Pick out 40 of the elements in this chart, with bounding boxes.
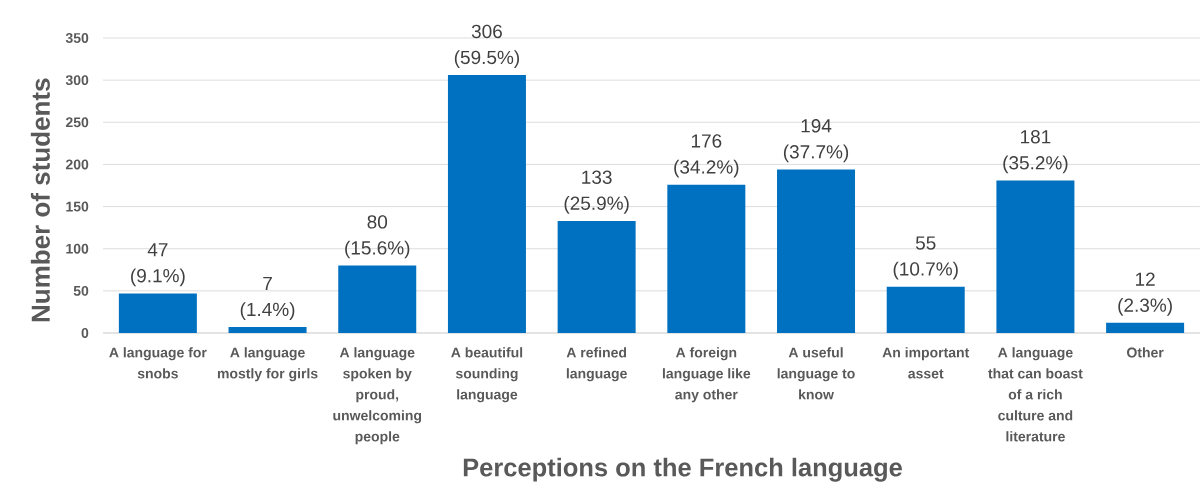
y-tick-label: 250 xyxy=(65,117,89,128)
y-tick-label: 0 xyxy=(81,328,89,338)
x-tick-label: A useful language to know xyxy=(777,347,855,400)
y-tick-label: 350 xyxy=(65,33,89,43)
x-tick-label: A foreign language like any other xyxy=(662,347,751,403)
data-label: 176 (34.2%) xyxy=(674,134,739,178)
x-tick-label: A refined language xyxy=(566,347,627,382)
data-label: 306 (59.5%) xyxy=(454,24,520,68)
data-label: 7 (1.4%) xyxy=(240,276,295,320)
y-tick-label: 200 xyxy=(65,159,89,170)
bar xyxy=(228,327,307,333)
bar xyxy=(118,293,197,333)
bar xyxy=(338,265,417,333)
x-tick-label: A language for snobs xyxy=(109,347,207,379)
data-label: 181 (35.2%) xyxy=(1003,130,1068,174)
bar xyxy=(777,169,856,333)
x-tick-label: Other xyxy=(1127,347,1164,358)
data-label: 80 (15.6%) xyxy=(345,215,410,259)
x-axis-title: Perceptions on the French language xyxy=(463,457,902,482)
bar xyxy=(447,75,526,333)
bar xyxy=(557,220,636,333)
x-tick-label: A language mostly for girls xyxy=(217,347,318,382)
data-label: 47 (9.1%) xyxy=(131,243,185,287)
bar xyxy=(886,286,965,333)
data-label: 194 (37.7%) xyxy=(783,119,849,163)
y-tick-label: 50 xyxy=(73,285,89,296)
y-axis-title: Number of students xyxy=(30,78,50,322)
data-label: 133 (25.9%) xyxy=(564,170,629,214)
x-tick-label: A language that can boast of a rich culture and literature xyxy=(988,347,1083,442)
data-label: 12 (2.3%) xyxy=(1118,272,1172,316)
x-tick-label: An important asset xyxy=(882,347,970,379)
y-tick-label: 300 xyxy=(65,75,89,86)
data-label: 55 (10.7%) xyxy=(893,236,958,280)
bar xyxy=(667,184,746,333)
x-tick-label: A language spoken by proud, unwelcoming people xyxy=(333,347,422,445)
y-tick-label: 150 xyxy=(66,201,89,212)
x-tick-label: A beautiful sounding language xyxy=(451,347,523,403)
bar xyxy=(996,180,1075,333)
y-tick-label: 100 xyxy=(66,243,89,254)
bar xyxy=(1106,322,1185,333)
